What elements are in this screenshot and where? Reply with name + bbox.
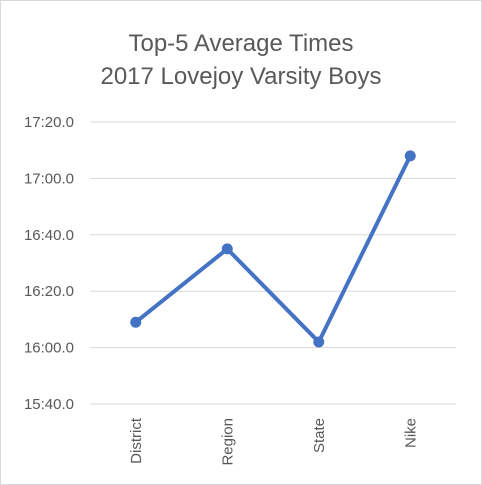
x-tick-label: Region: [219, 418, 236, 466]
chart-title-line-2: 2017 Lovejoy Varsity Boys: [100, 63, 382, 90]
y-tick-label: 15:40.0: [24, 396, 74, 413]
y-tick-label: 16:40.0: [24, 227, 74, 244]
series-line: [133, 153, 413, 344]
chart-title-line-1: Top-5 Average Times: [128, 30, 354, 57]
y-tick-label: 16:00.0: [24, 340, 74, 357]
x-tick-label: State: [311, 418, 328, 453]
x-tick-label: District: [128, 417, 145, 464]
data-point-district: [130, 316, 142, 328]
chart-title: Top-5 Average Times 2017 Lovejoy Varsity…: [1, 27, 481, 93]
x-tick-label: Nike: [402, 418, 419, 448]
data-point-nike: [404, 150, 416, 162]
data-point-state: [313, 336, 325, 348]
y-tick-label: 16:20.0: [24, 283, 74, 300]
data-point-region: [221, 243, 233, 255]
y-tick-label: 17:20.0: [24, 114, 74, 131]
y-tick-label: 17:00.0: [24, 170, 74, 187]
